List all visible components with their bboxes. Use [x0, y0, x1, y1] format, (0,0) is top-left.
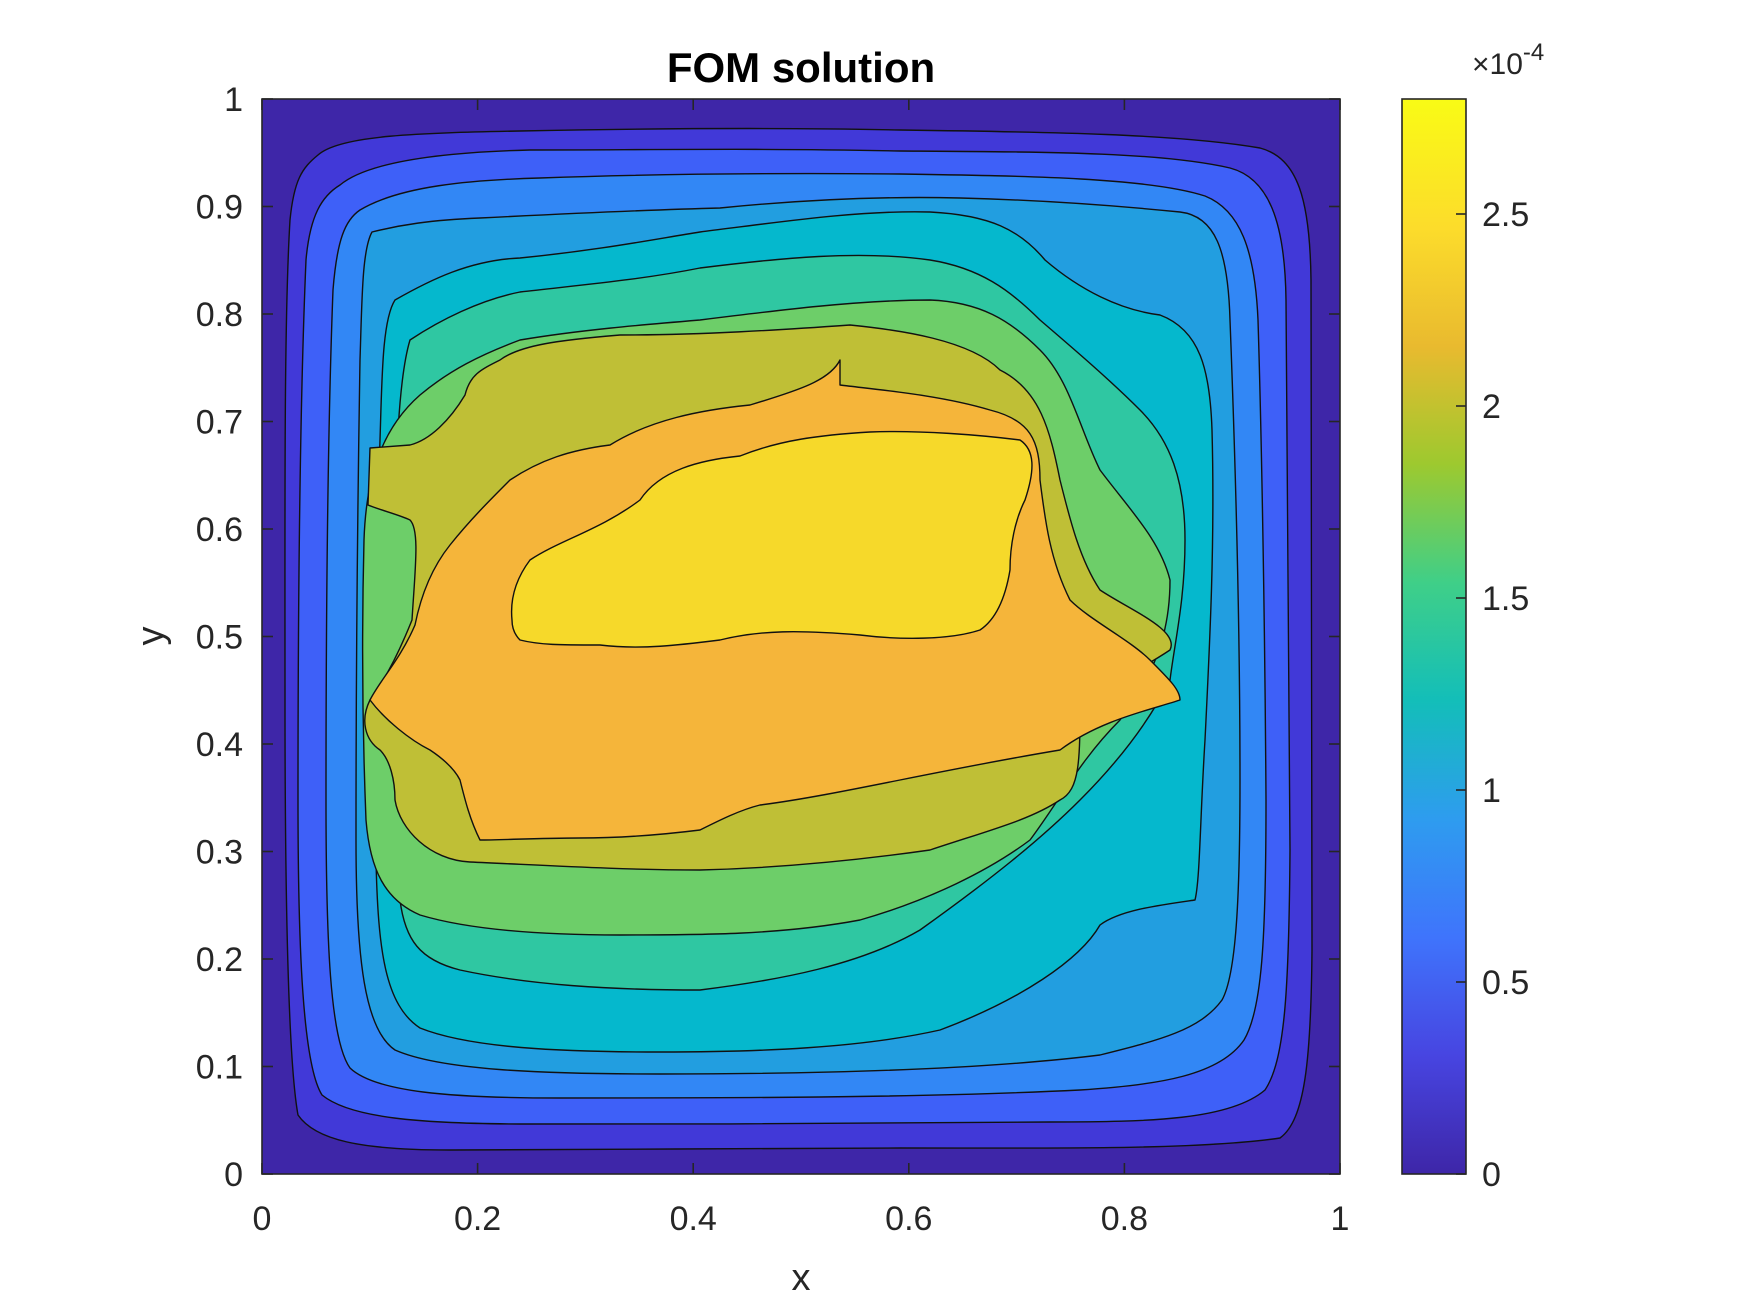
x-tick-label: 0.8 — [1101, 1200, 1148, 1238]
y-tick-label: 0.7 — [196, 404, 243, 442]
x-tick-label: 0.2 — [454, 1200, 501, 1238]
x-tick-labels: 0 0.2 0.4 0.6 0.8 1 — [253, 1200, 1350, 1238]
y-tick-label: 0.9 — [196, 189, 243, 227]
x-axis — [261, 99, 1341, 1174]
y-axis-label: y — [130, 627, 172, 646]
y-tick-label: 0 — [224, 1156, 243, 1194]
colorbar-gradient — [1401, 98, 1467, 1175]
y-tick-label: 0.2 — [196, 941, 243, 979]
colorbar-exponent-base: ×10 — [1472, 48, 1523, 81]
y-tick-labels: 0 0.1 0.2 0.3 0.4 0.5 0.6 0.7 0.8 0.9 1 — [196, 81, 243, 1194]
colorbar-tick-label: 0 — [1482, 1156, 1501, 1194]
y-tick-label: 0.1 — [196, 1049, 243, 1087]
y-tick-label: 0.3 — [196, 834, 243, 872]
colorbar-tick-label: 1.5 — [1482, 580, 1529, 618]
x-tick-label: 0 — [253, 1200, 272, 1238]
x-tick-label: 0.6 — [885, 1200, 932, 1238]
colorbar-exponent-power: -4 — [1523, 39, 1544, 66]
colorbar-tick-label: 1 — [1482, 772, 1501, 810]
y-tick-label: 0.4 — [196, 726, 243, 764]
colorbar-exponent: ×10-4 — [1472, 39, 1544, 81]
colorbar-tick-label: 0.5 — [1482, 964, 1529, 1002]
contour-band-10 — [510, 430, 1033, 648]
x-tick-label: 0.4 — [670, 1200, 717, 1238]
chart-title: FOM solution — [667, 44, 935, 91]
plot-area — [262, 99, 1340, 1174]
y-tick-label: 0.8 — [196, 296, 243, 334]
y-tick-label: 0.5 — [196, 619, 243, 657]
y-tick-label: 0.6 — [196, 511, 243, 549]
x-tick-label: 1 — [1331, 1200, 1350, 1238]
colorbar-tick-label: 2.5 — [1482, 196, 1529, 234]
x-axis-label: x — [792, 1257, 811, 1299]
y-tick-label: 1 — [224, 81, 243, 119]
colorbar: 0 0.5 1 1.5 2 2.5 ×10-4 — [1401, 39, 1544, 1194]
colorbar-tick-label: 2 — [1482, 388, 1501, 426]
y-axis — [262, 98, 1340, 1175]
